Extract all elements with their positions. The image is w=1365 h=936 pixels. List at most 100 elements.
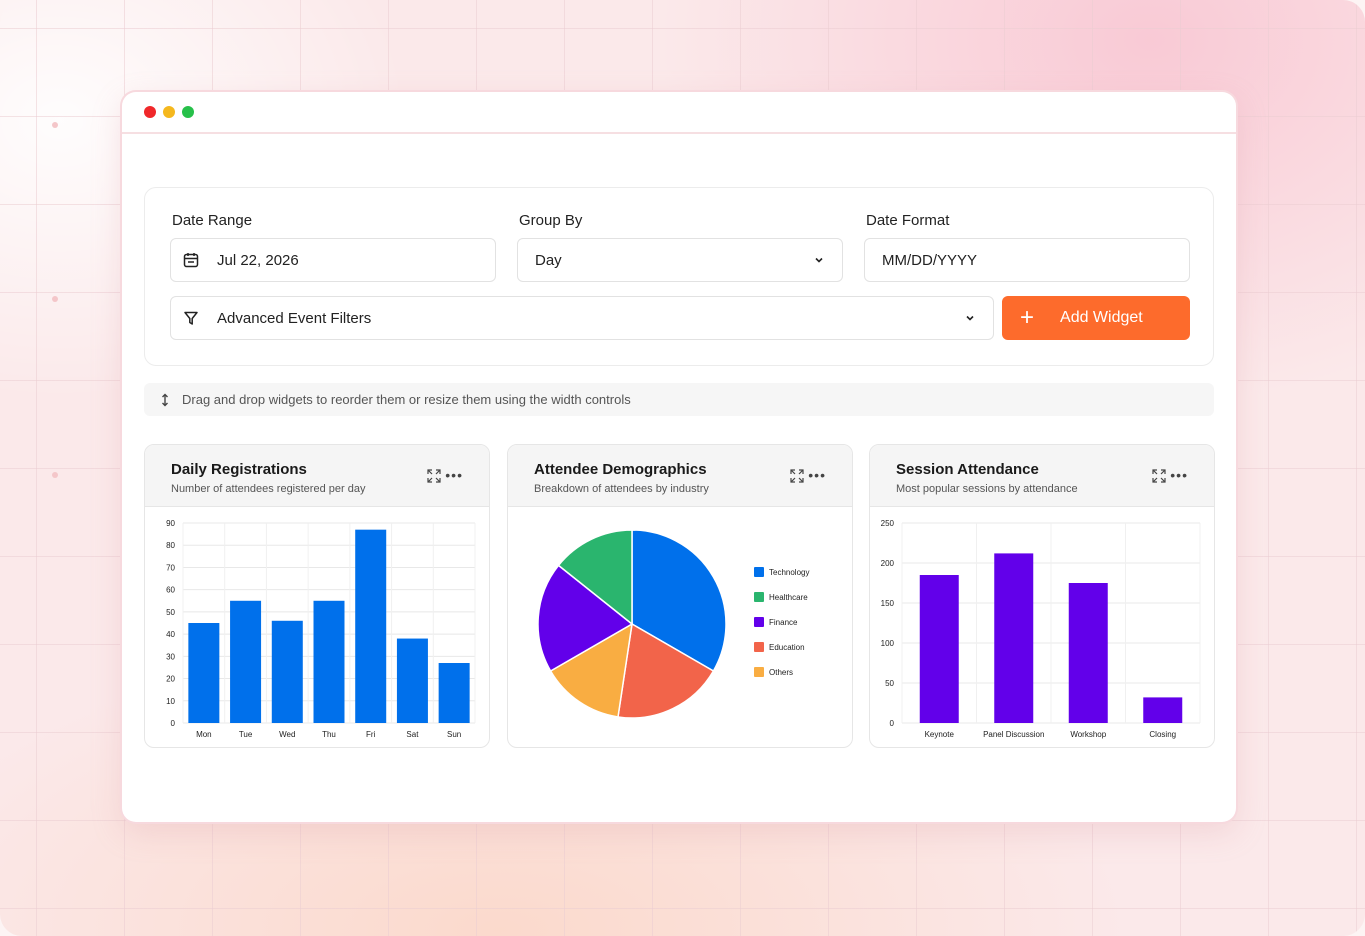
group-by-select[interactable]: Day	[517, 238, 843, 282]
legend-swatch	[754, 617, 764, 627]
legend-label: Finance	[769, 618, 798, 627]
bar	[1068, 583, 1108, 723]
x-tick-label: Mon	[196, 730, 212, 739]
y-tick-label: 70	[166, 563, 175, 572]
background-dot	[52, 122, 58, 128]
x-tick-label: Fri	[366, 730, 376, 739]
legend-swatch	[754, 567, 764, 577]
expand-icon[interactable]	[790, 469, 804, 483]
widget-title: Daily Registrations	[171, 461, 307, 478]
y-tick-label: 200	[881, 559, 895, 568]
widget-header: Daily Registrations Number of attendees …	[145, 445, 489, 507]
drag-drop-hint: Drag and drop widgets to reorder them or…	[144, 383, 1214, 416]
attendee-demographics-chart: Technology Healthcare Finance Education Othe…	[537, 529, 809, 719]
pie-slice	[617, 622, 715, 719]
expand-icon[interactable]	[1152, 469, 1166, 483]
bar	[271, 620, 303, 723]
app-window: Date Range Group By Date Format Jul 22, …	[122, 92, 1236, 822]
widget-header: Attendee Demographics Breakdown of atten…	[508, 445, 852, 507]
group-by-value: Day	[535, 251, 562, 269]
x-tick-label: Panel Discussion	[983, 730, 1044, 739]
bar	[396, 638, 428, 723]
advanced-event-filters-dropdown[interactable]: Advanced Event Filters	[170, 296, 994, 340]
x-tick-label: Tue	[239, 730, 253, 739]
add-widget-button[interactable]: + Add Widget	[1002, 296, 1190, 340]
minimize-window-button[interactable]	[163, 106, 175, 118]
hint-text: Drag and drop widgets to reorder them or…	[182, 392, 631, 407]
session-attendance-widget[interactable]: Session Attendance Most popular sessions…	[869, 444, 1215, 748]
filter-icon	[183, 310, 199, 326]
maximize-window-button[interactable]	[182, 106, 194, 118]
bar	[230, 600, 262, 723]
plus-icon: +	[1020, 304, 1035, 331]
y-tick-label: 0	[890, 719, 895, 728]
y-tick-label: 40	[166, 630, 175, 639]
legend-label: Technology	[769, 568, 809, 577]
calendar-icon	[183, 252, 199, 268]
bar	[1143, 697, 1183, 723]
y-tick-label: 150	[881, 599, 895, 608]
pie-slice	[557, 529, 633, 626]
x-tick-label: Sat	[406, 730, 419, 739]
y-tick-label: 10	[166, 697, 175, 706]
attendee-demographics-widget[interactable]: Attendee Demographics Breakdown of atten…	[507, 444, 853, 748]
background-dot	[52, 472, 58, 478]
session-attendance-chart: 0 50 100 150 200 250 Keynote Panel Discussion Wo…	[881, 519, 1201, 739]
y-tick-label: 0	[171, 719, 176, 728]
bar	[355, 529, 387, 723]
bar	[188, 623, 220, 723]
pie-slice	[549, 622, 633, 718]
more-options-icon[interactable]: •••	[808, 467, 826, 483]
chevron-down-icon	[815, 257, 823, 263]
date-range-picker[interactable]: Jul 22, 2026	[170, 238, 496, 282]
legend-label: Education	[769, 643, 805, 652]
legend-label: Healthcare	[769, 593, 808, 602]
window-titlebar	[122, 92, 1236, 134]
widget-title: Session Attendance	[896, 461, 1039, 478]
y-tick-label: 90	[166, 519, 175, 528]
y-tick-label: 20	[166, 675, 175, 684]
expand-icon[interactable]	[427, 469, 441, 483]
y-tick-label: 50	[166, 608, 175, 617]
x-tick-label: Workshop	[1070, 730, 1106, 739]
y-tick-label: 100	[881, 639, 895, 648]
widget-header: Session Attendance Most popular sessions…	[870, 445, 1214, 507]
bar	[994, 553, 1034, 723]
group-by-label: Group By	[519, 212, 583, 229]
widget-subtitle: Number of attendees registered per day	[171, 483, 366, 495]
vertical-arrows-icon	[162, 393, 168, 406]
date-format-value: MM/DD/YYYY	[882, 251, 978, 269]
chevron-down-icon	[966, 315, 974, 321]
date-range-value: Jul 22, 2026	[217, 251, 299, 269]
widget-subtitle: Most popular sessions by attendance	[896, 483, 1078, 495]
bar	[438, 663, 470, 723]
more-options-icon[interactable]: •••	[1170, 467, 1188, 483]
widget-title: Attendee Demographics	[534, 461, 707, 478]
daily-registrations-widget[interactable]: Daily Registrations Number of attendees …	[144, 444, 490, 748]
bar	[919, 575, 959, 723]
y-tick-label: 250	[881, 519, 895, 528]
more-options-icon[interactable]: •••	[445, 467, 463, 483]
x-tick-label: Wed	[279, 730, 295, 739]
bar	[313, 600, 345, 723]
x-tick-label: Sun	[447, 730, 461, 739]
background-dot	[52, 296, 58, 302]
x-tick-label: Closing	[1149, 730, 1176, 739]
legend-label: Others	[769, 668, 793, 677]
advanced-event-filters-label: Advanced Event Filters	[217, 309, 372, 327]
filter-panel: Date Range Group By Date Format Jul 22, …	[144, 187, 1214, 366]
y-tick-label: 30	[166, 652, 175, 661]
legend-swatch	[754, 667, 764, 677]
legend-swatch	[754, 592, 764, 602]
date-range-label: Date Range	[172, 212, 253, 229]
pie-slice	[537, 564, 634, 673]
y-tick-label: 50	[885, 679, 894, 688]
y-tick-label: 80	[166, 541, 175, 550]
widget-subtitle: Breakdown of attendees by industry	[534, 483, 709, 495]
x-tick-label: Keynote	[925, 730, 955, 739]
date-format-input[interactable]: MM/DD/YYYY	[864, 238, 1190, 282]
x-tick-label: Thu	[322, 730, 336, 739]
close-window-button[interactable]	[144, 106, 156, 118]
daily-registrations-chart: 0 10 20 30 40 50 60 70 80 90 Mon Tue Wed Thu Fri Sat Sun	[166, 519, 476, 739]
y-tick-label: 60	[166, 586, 175, 595]
